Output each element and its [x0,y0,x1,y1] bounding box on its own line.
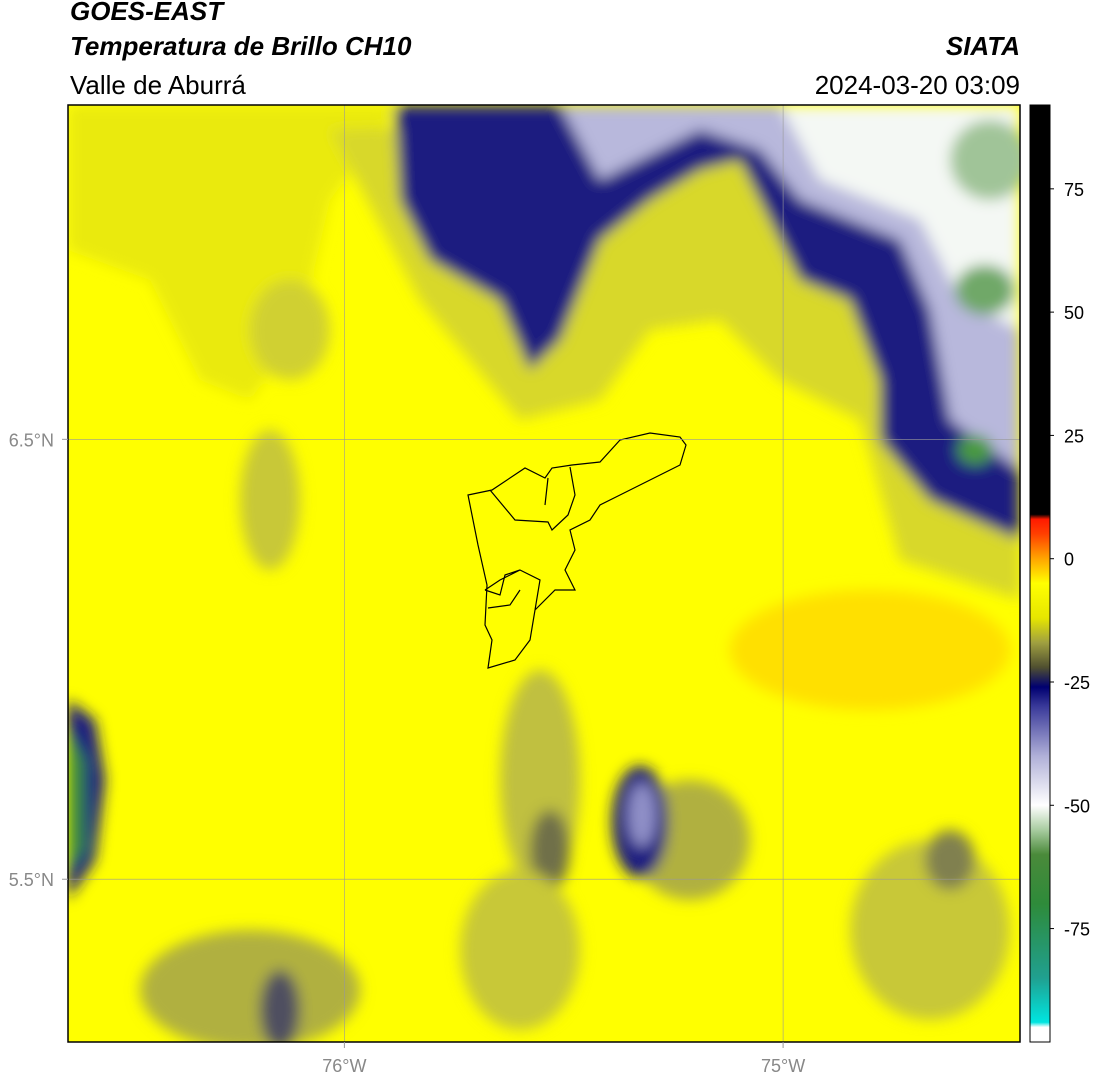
field-zone [68,105,400,400]
cloud-green [68,730,85,870]
colorbar-tick-label: 25 [1064,426,1084,446]
cloud-green [950,120,1020,200]
source: SIATA [946,31,1020,61]
y-tick-label: 6.5°N [9,430,54,450]
field-zone [530,810,570,890]
title: GOES-EAST [70,0,225,26]
colorbar-tick-label: -50 [1064,796,1090,816]
cloud-green [957,435,993,465]
region: Valle de Aburrá [70,70,246,100]
subtitle: Temperatura de Brillo CH10 [70,31,412,61]
field-zone [240,430,300,570]
datetime: 2024-03-20 03:09 [815,70,1020,100]
field-zone [260,970,300,1042]
x-tick-label: 75°W [761,1056,805,1076]
field-zone [925,830,975,890]
colorbar-tick-label: -75 [1064,920,1090,940]
y-tick-label: 5.5°N [9,870,54,890]
field-zone [250,280,330,380]
colorbar-tick-label: 75 [1064,180,1084,200]
cloud-field [68,105,1020,1042]
municipal-boundaries [467,432,687,669]
colorbar-tick-label: 50 [1064,303,1084,323]
colorbar-tick-label: -25 [1064,673,1090,693]
field-zone [140,930,360,1042]
cloud-green [955,265,1015,315]
colorbar [1029,104,1051,1043]
colorbar-tick-label: 0 [1064,550,1074,570]
field-zone [460,870,580,1030]
field-zone [850,840,1010,1020]
map-field [68,105,1020,1042]
map-frame [67,104,1021,1043]
cloud-colder [628,783,656,847]
field-zone [730,590,1010,710]
x-tick-label: 76°W [322,1056,366,1076]
